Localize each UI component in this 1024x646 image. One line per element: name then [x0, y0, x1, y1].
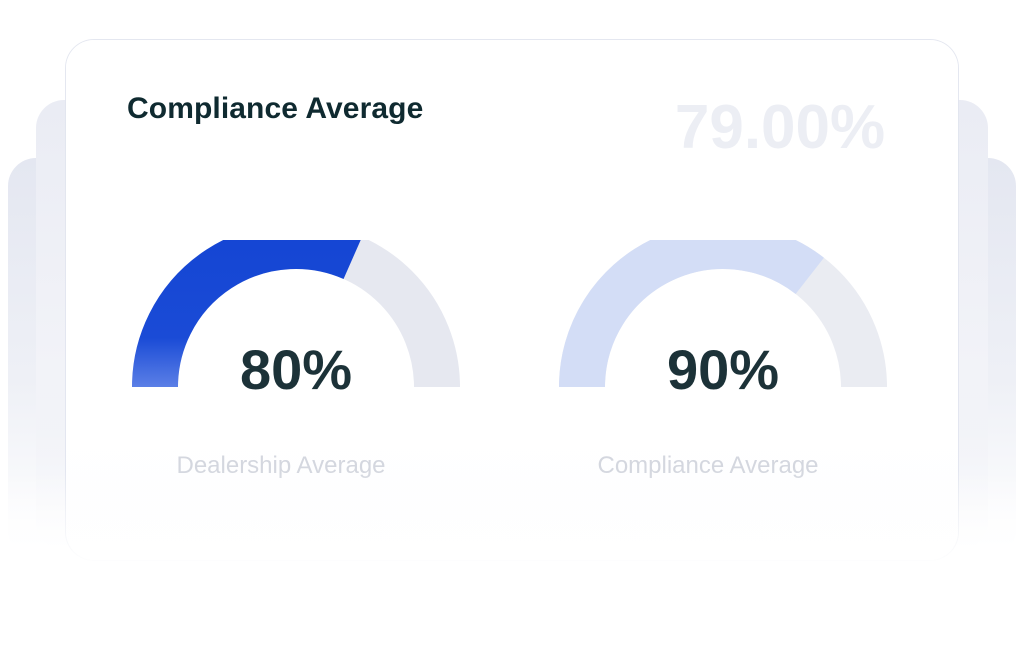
- gauge-fill: [132, 240, 361, 388]
- gauge-arc-svg: [559, 240, 887, 388]
- dealership-average-gauge: 80%: [126, 240, 466, 420]
- dealership-average-label: Dealership Average: [176, 452, 386, 479]
- gauge-fill: [559, 240, 824, 388]
- headline-metric: 79.00%: [674, 93, 886, 162]
- compliance-average-label: Compliance Average: [597, 452, 819, 479]
- compliance-average-gauge: 90%: [553, 240, 893, 420]
- gauge-value: 90%: [666, 338, 780, 401]
- card-title: Compliance Average: [127, 92, 424, 125]
- gauge-arc-svg: [132, 240, 460, 388]
- gauge-value: 80%: [239, 338, 353, 401]
